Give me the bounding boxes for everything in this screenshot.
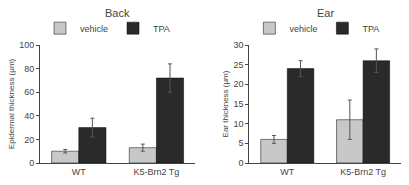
svg-text:40: 40 bbox=[24, 111, 34, 121]
svg-text:25: 25 bbox=[234, 60, 244, 70]
svg-text:vehicle: vehicle bbox=[289, 24, 317, 34]
svg-text:10: 10 bbox=[234, 119, 244, 129]
svg-text:WT: WT bbox=[72, 167, 86, 177]
svg-text:Back: Back bbox=[105, 7, 130, 19]
svg-text:15: 15 bbox=[234, 99, 244, 109]
svg-text:vehicle: vehicle bbox=[80, 24, 108, 34]
svg-text:80: 80 bbox=[24, 64, 34, 74]
svg-text:0: 0 bbox=[29, 158, 34, 168]
svg-text:20: 20 bbox=[24, 135, 34, 145]
svg-text:100: 100 bbox=[19, 40, 34, 50]
svg-text:TPA: TPA bbox=[362, 24, 379, 34]
svg-text:0: 0 bbox=[239, 158, 244, 168]
svg-text:TPA: TPA bbox=[153, 24, 170, 34]
svg-text:20: 20 bbox=[234, 79, 244, 89]
svg-text:30: 30 bbox=[234, 40, 244, 50]
svg-text:K5-Brn2 Tg: K5-Brn2 Tg bbox=[133, 167, 179, 177]
svg-text:Ear: Ear bbox=[317, 7, 334, 19]
svg-text:60: 60 bbox=[24, 87, 34, 97]
svg-text:WT: WT bbox=[280, 167, 294, 177]
svg-text:Ear thickness (μm): Ear thickness (μm) bbox=[221, 70, 230, 137]
svg-text:K5-Brn2 Tg: K5-Brn2 Tg bbox=[340, 167, 386, 177]
svg-text:Epidermal thickness (μm): Epidermal thickness (μm) bbox=[7, 58, 16, 149]
svg-text:5: 5 bbox=[239, 138, 244, 148]
